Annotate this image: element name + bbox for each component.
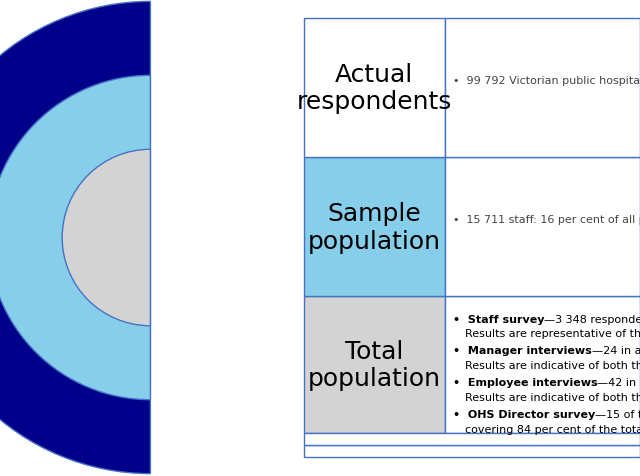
Text: —42 in the same settings as Managers.: —42 in the same settings as Managers. <box>597 377 640 387</box>
Text: •  99 792 Victorian public hospital staff.: • 99 792 Victorian public hospital staff… <box>453 75 640 85</box>
Text: Results are representative of the sample and total.: Results are representative of the sample… <box>465 328 640 338</box>
Text: —15 of the 16 largest health services,: —15 of the 16 largest health services, <box>595 409 640 419</box>
Wedge shape <box>0 76 150 400</box>
Text: •  Employee interviews: • Employee interviews <box>453 377 597 387</box>
Text: —3 348 respondents: 21 per cent of the sample.: —3 348 respondents: 21 per cent of the s… <box>544 314 640 324</box>
Text: •  OHS Director survey: • OHS Director survey <box>453 409 595 419</box>
Text: —24 in a range of high-risk settings.: —24 in a range of high-risk settings. <box>591 346 640 356</box>
Text: •  Manager interviews: • Manager interviews <box>453 346 591 356</box>
Text: •  15 711 staff: 16 per cent of all public hospital staff.: • 15 711 staff: 16 per cent of all publi… <box>453 214 640 224</box>
Bar <box>445 158 640 297</box>
Bar <box>304 445 640 457</box>
Bar <box>445 19 640 158</box>
Wedge shape <box>0 2 150 474</box>
Bar <box>445 297 640 433</box>
Text: covering 84 per cent of the total public hospital population.: covering 84 per cent of the total public… <box>465 424 640 434</box>
Text: Results are indicative of both the sample and total population.: Results are indicative of both the sampl… <box>465 392 640 402</box>
Text: Total
population: Total population <box>308 339 441 391</box>
Bar <box>304 158 445 297</box>
Text: Sample
population: Sample population <box>308 201 441 253</box>
Wedge shape <box>62 150 150 326</box>
Text: •  Staff survey: • Staff survey <box>453 314 544 324</box>
Bar <box>304 297 445 433</box>
Text: Results are indicative of both the sample and total population.: Results are indicative of both the sampl… <box>465 360 640 370</box>
Bar <box>304 19 445 158</box>
Text: Actual
respondents: Actual respondents <box>297 62 452 114</box>
Bar <box>304 433 640 445</box>
